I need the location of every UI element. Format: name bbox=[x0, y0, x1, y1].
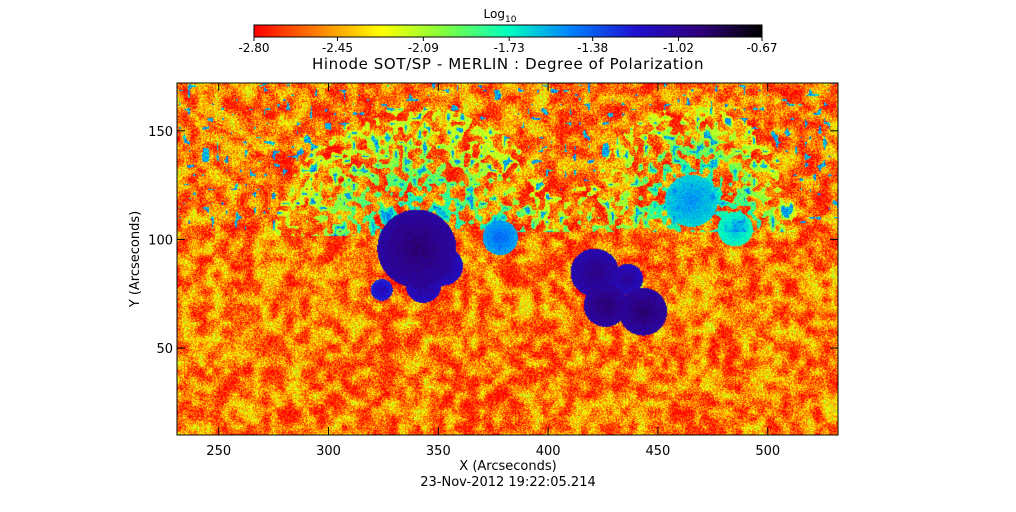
colorbar-ticks: -2.80 -2.45 -2.09 -1.73 -1.38 -1.02 -0.67 bbox=[238, 37, 778, 55]
colorbar-tick-label: -0.67 bbox=[746, 41, 777, 55]
y-tick-label: 50 bbox=[156, 342, 173, 357]
x-tick-label: 250 bbox=[206, 444, 231, 459]
plot-frame bbox=[176, 82, 839, 436]
colorbar bbox=[253, 24, 763, 38]
colorbar-title: Log10 bbox=[484, 7, 517, 25]
observation-timestamp: 23-Nov-2012 19:22:05.214 bbox=[420, 475, 596, 490]
colorbar-tick-label: -2.45 bbox=[322, 41, 353, 55]
colorbar-tick-label: -2.09 bbox=[408, 41, 439, 55]
colorbar-tick-label: -1.02 bbox=[663, 41, 694, 55]
colorbar-tick-label: -1.38 bbox=[577, 41, 608, 55]
x-axis-title: X (Arcseconds) bbox=[459, 459, 556, 474]
x-axis-ticks: 250 300 350 400 450 500 bbox=[206, 83, 780, 459]
y-axis-ticks: 50 100 150 bbox=[148, 125, 838, 357]
y-axis-title: Y (Arcseconds) bbox=[128, 211, 143, 308]
plot-area: 250 300 350 400 450 500 50 100 150 bbox=[148, 82, 839, 459]
colorbar-tick-label: -2.80 bbox=[238, 41, 269, 55]
y-tick-label: 150 bbox=[148, 125, 173, 140]
x-tick-label: 300 bbox=[316, 444, 341, 459]
chart-title: Hinode SOT/SP - MERLIN : Degree of Polar… bbox=[312, 55, 704, 73]
y-tick-label: 100 bbox=[148, 233, 173, 248]
x-tick-label: 500 bbox=[755, 444, 780, 459]
x-tick-label: 400 bbox=[536, 444, 561, 459]
x-tick-label: 450 bbox=[646, 444, 671, 459]
polarization-heatmap bbox=[177, 83, 838, 435]
colorbar-tick-label: -1.73 bbox=[494, 41, 525, 55]
x-tick-label: 350 bbox=[426, 444, 451, 459]
